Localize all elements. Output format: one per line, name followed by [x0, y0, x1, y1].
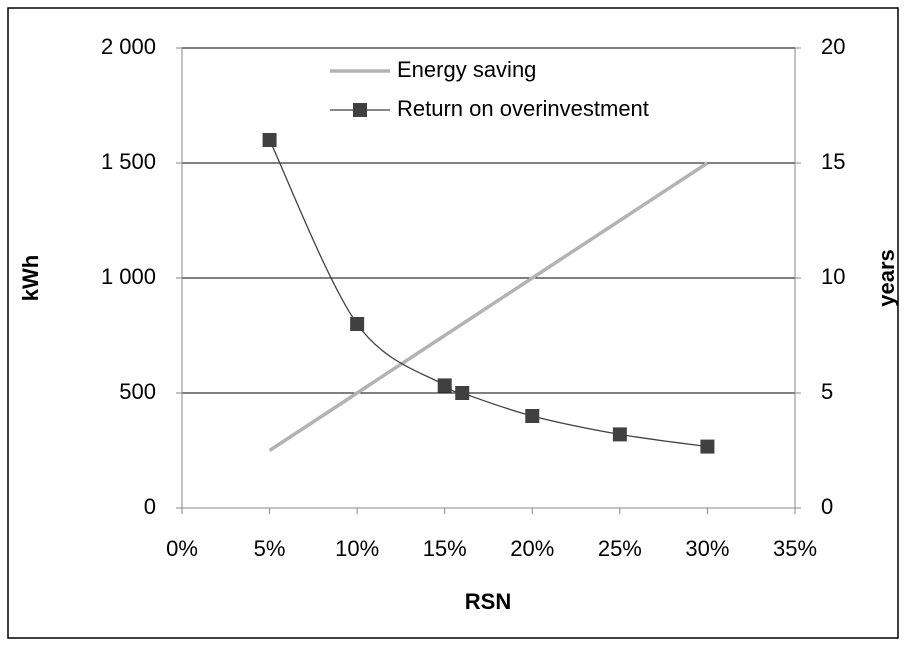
x-tick-label: 30%	[685, 536, 729, 561]
x-tick-label: 5%	[254, 536, 286, 561]
y-tick-label: 1 000	[101, 264, 156, 289]
y2-tick-label: 0	[821, 494, 833, 519]
x-tick-label: 25%	[598, 536, 642, 561]
x-tick-label: 35%	[773, 536, 817, 561]
y-axis-label: kWh	[18, 255, 43, 301]
marker	[612, 427, 627, 442]
y2-axis-label: years	[874, 249, 899, 307]
x-tick-label: 15%	[423, 536, 467, 561]
y-tick-label: 500	[119, 379, 156, 404]
y2-tick-label: 15	[821, 149, 845, 174]
legend-marker	[353, 103, 367, 117]
marker	[262, 133, 277, 147]
marker	[350, 317, 365, 331]
legend-label: Energy saving	[397, 57, 536, 82]
legend-label: Return on overinvestment	[397, 96, 649, 121]
y-tick-label: 1 500	[101, 149, 156, 174]
y-tick-label: 0	[144, 494, 156, 519]
y2-tick-label: 10	[821, 264, 845, 289]
series-line	[268, 161, 709, 452]
y-tick-label: 2 000	[101, 34, 156, 59]
marker	[525, 409, 540, 423]
marker	[455, 386, 470, 400]
x-tick-label: 10%	[335, 536, 379, 561]
y2-tick-label: 20	[821, 34, 845, 59]
marker	[700, 439, 715, 454]
x-axis-label: RSN	[465, 589, 511, 614]
marker	[437, 378, 452, 393]
chart-frame	[7, 7, 899, 639]
x-tick-label: 0%	[166, 536, 198, 561]
x-tick-label: 20%	[510, 536, 554, 561]
y2-tick-label: 5	[821, 379, 833, 404]
